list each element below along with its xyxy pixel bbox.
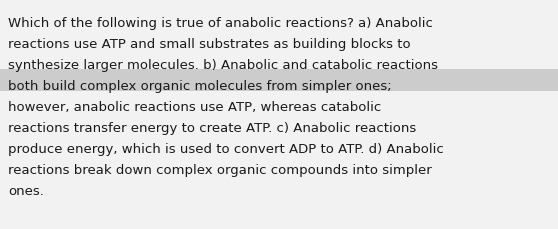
Text: reactions break down complex organic compounds into simpler: reactions break down complex organic com…: [8, 164, 432, 177]
Text: Which of the following is true of anabolic reactions? a) Anabolic: Which of the following is true of anabol…: [8, 17, 433, 30]
Text: both build complex organic molecules from simpler ones;: both build complex organic molecules fro…: [8, 80, 392, 93]
Text: however, anabolic reactions use ATP, whereas catabolic: however, anabolic reactions use ATP, whe…: [8, 101, 381, 114]
Text: synthesize larger molecules. b) Anabolic and catabolic reactions: synthesize larger molecules. b) Anabolic…: [8, 59, 438, 72]
Text: reactions use ATP and small substrates as building blocks to: reactions use ATP and small substrates a…: [8, 38, 411, 51]
Text: produce energy, which is used to convert ADP to ATP. d) Anabolic: produce energy, which is used to convert…: [8, 143, 444, 155]
Bar: [0, 70, 558, 92]
Text: reactions transfer energy to create ATP. c) Anabolic reactions: reactions transfer energy to create ATP.…: [8, 122, 416, 135]
Text: ones.: ones.: [8, 184, 44, 197]
